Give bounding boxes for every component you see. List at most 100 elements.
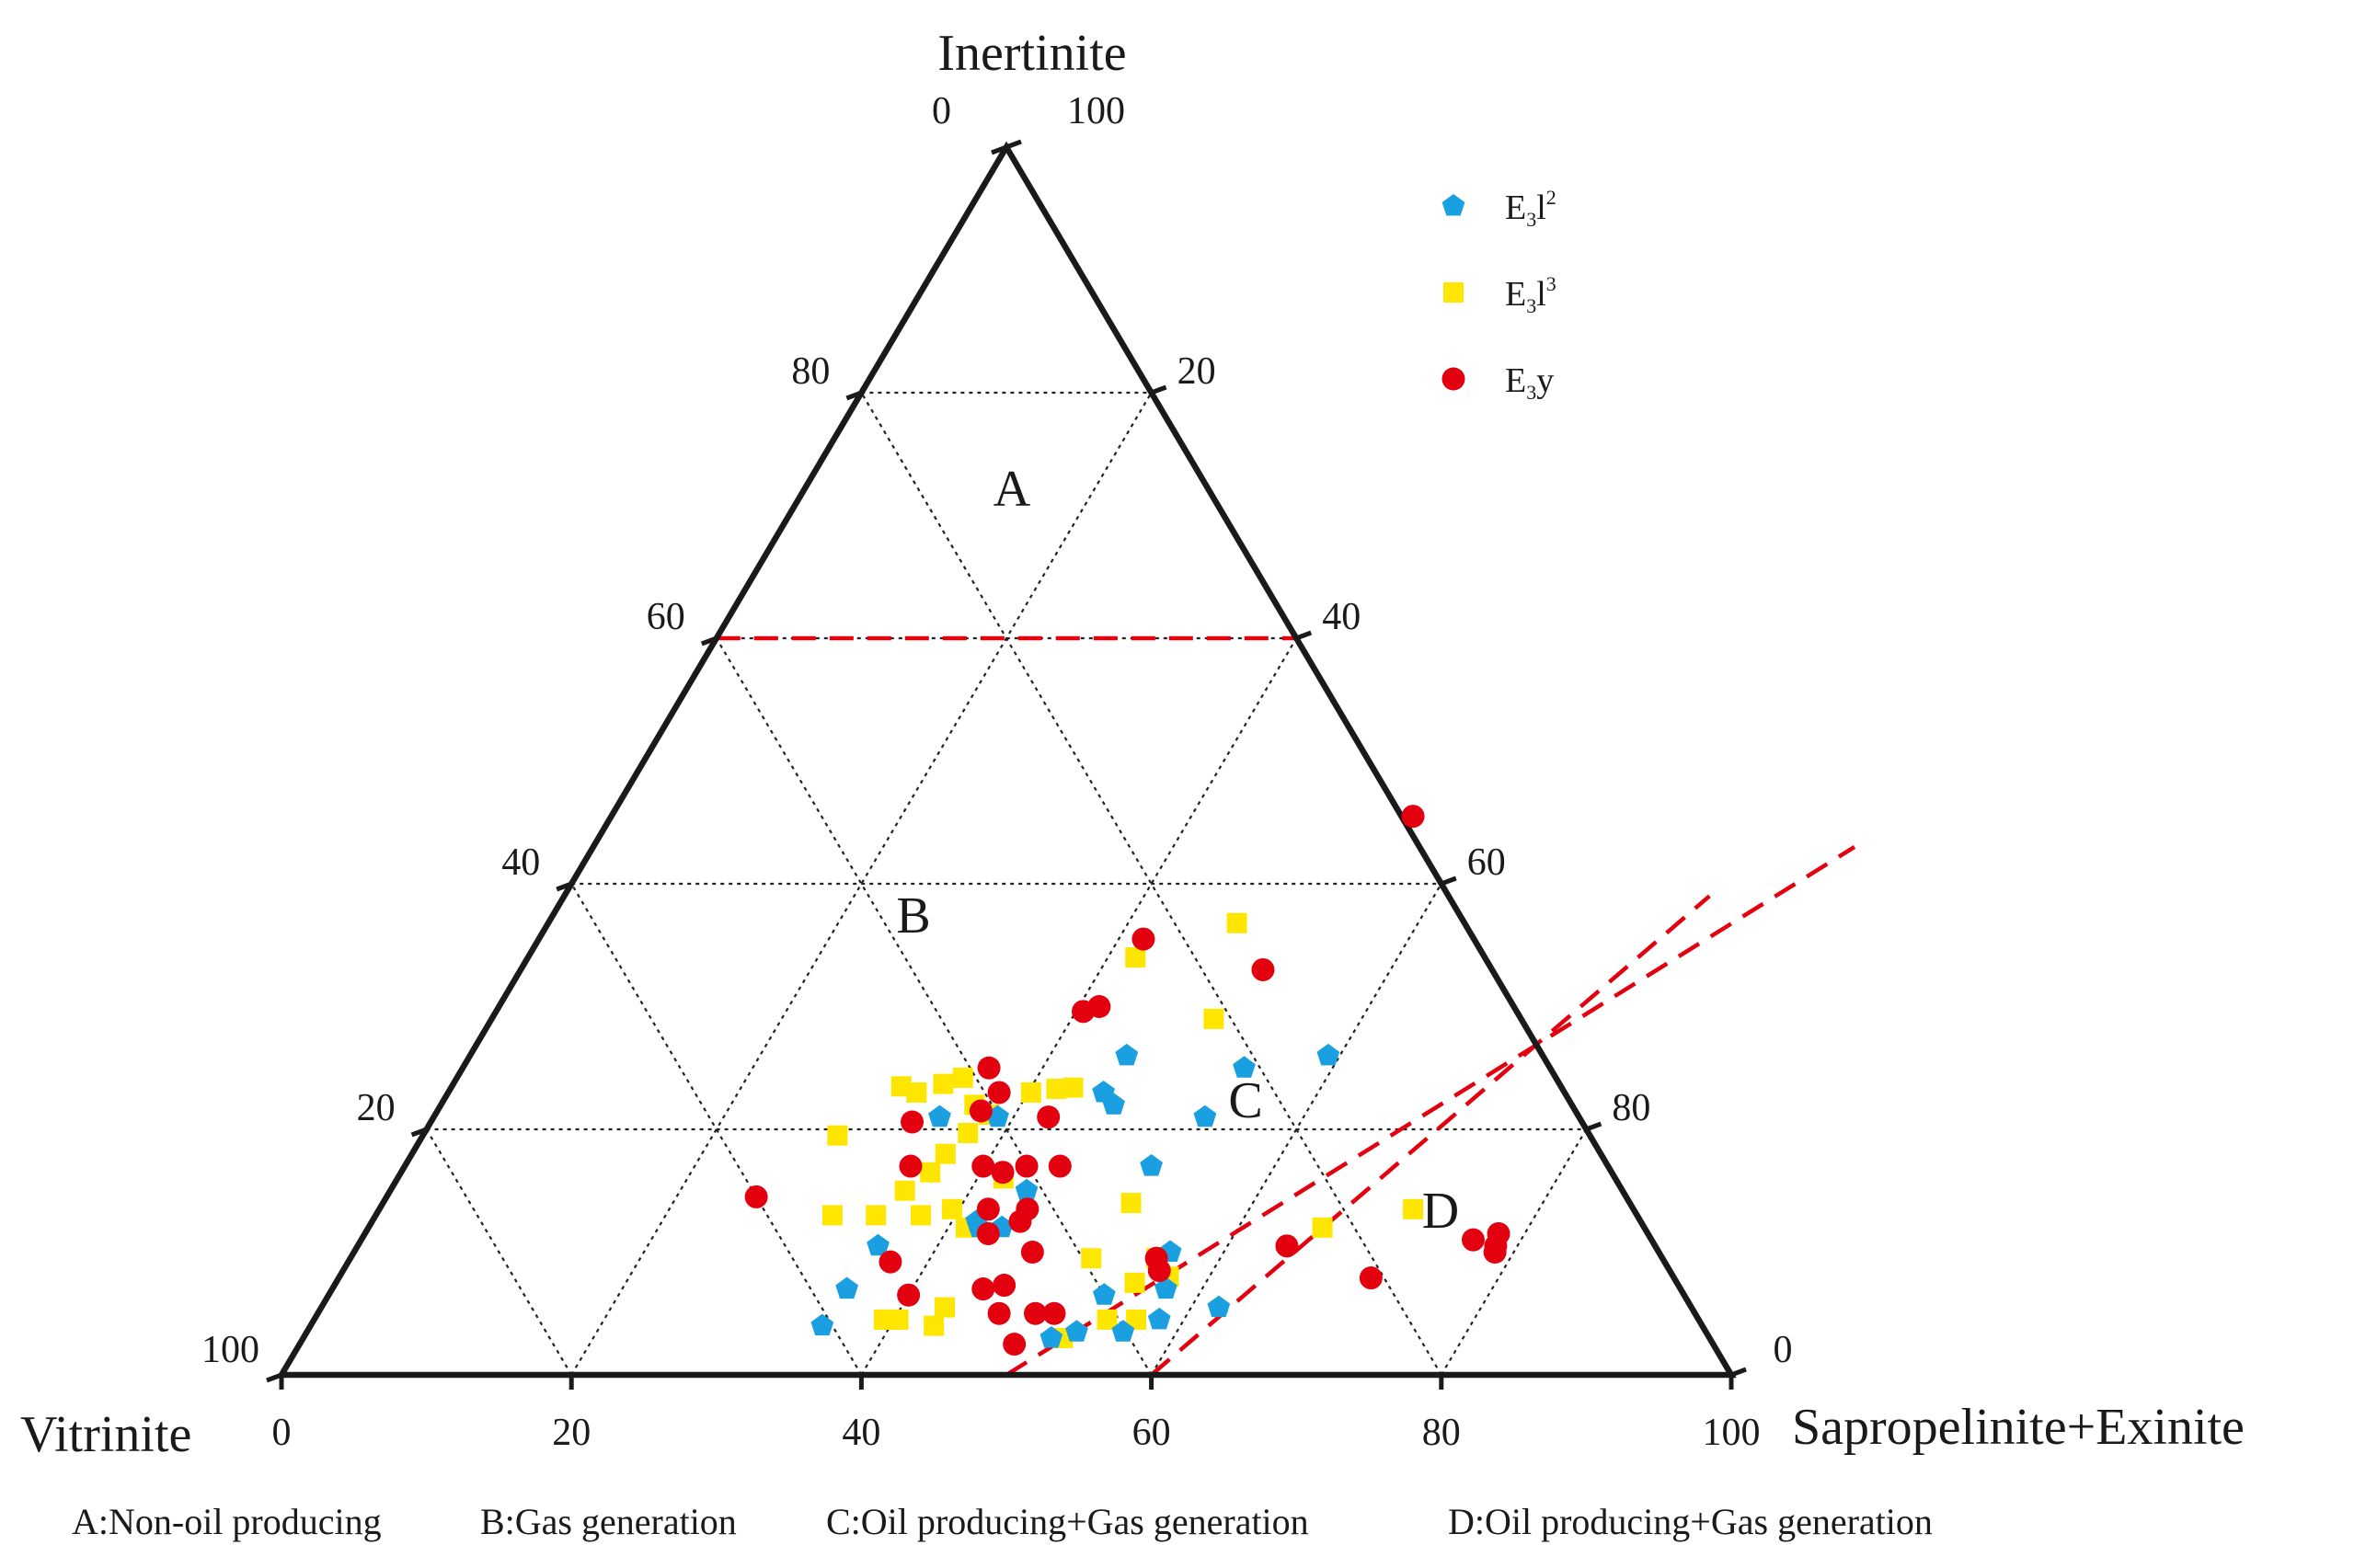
corner-label-top-inner: 0 <box>932 90 951 132</box>
data-point-e3l2-20 <box>1154 1276 1177 1299</box>
data-point-e3y-22 <box>971 1277 995 1301</box>
corner-label-right: 0 <box>1774 1329 1793 1371</box>
data-point-e3y-6 <box>987 1081 1011 1104</box>
tick-label-left-20: 20 <box>357 1087 396 1129</box>
data-point-e3y-25 <box>987 1301 1011 1325</box>
tick-label-bottom-40: 40 <box>842 1412 880 1454</box>
data-point-e3l3-14 <box>935 1143 956 1164</box>
data-point-e3y-8 <box>969 1099 993 1123</box>
data-point-e3l3-1 <box>1125 947 1146 968</box>
data-point-e3y-30 <box>1147 1259 1171 1283</box>
tick-label-right-60: 60 <box>1467 841 1506 884</box>
region-description-c: C:Oil producing+Gas generation <box>826 1501 1309 1542</box>
data-point-e3y-31 <box>1275 1234 1299 1258</box>
region-description-b: B:Gas generation <box>480 1501 737 1542</box>
grid-line-sapropelinite-80 <box>1440 1128 1588 1376</box>
region-label-b: B <box>896 887 930 944</box>
tick-label-bottom-80: 80 <box>1422 1412 1461 1454</box>
legend-marker-e3l2 <box>1441 194 1465 216</box>
data-point-e3l3-2 <box>1203 1008 1224 1029</box>
axis-title-inertinite: Inertinite <box>937 25 1126 82</box>
data-point-e3l2-13 <box>867 1233 890 1256</box>
data-point-e3l3-0 <box>1226 912 1247 933</box>
data-point-e3l3-18 <box>894 1180 915 1201</box>
data-point-e3l3-34 <box>935 1297 956 1318</box>
data-point-e3l3-27 <box>1124 1272 1145 1293</box>
data-point-e3l3-15 <box>920 1162 941 1183</box>
data-point-e3y-9 <box>1037 1105 1061 1129</box>
data-point-e3y-24 <box>897 1283 921 1307</box>
tick-label-bottom-0: 0 <box>272 1412 292 1454</box>
data-point-e3l3-23 <box>1120 1193 1142 1214</box>
tick-left-100 <box>991 144 1007 155</box>
data-point-e3l3-3 <box>890 1076 912 1097</box>
label-layer: 20 40 60 80 80 60 40 20 0 20 40 60 80 100 0 100 100 0 Iner… <box>20 25 2245 1542</box>
boundary-cd-boundary-1 <box>1005 845 1856 1377</box>
data-point-e3l3-28 <box>1097 1309 1118 1330</box>
data-point-e3y-11 <box>991 1161 1015 1185</box>
point-layer <box>744 805 1510 1356</box>
tick-right-0 <box>1730 1367 1747 1378</box>
tick-label-bottom-20: 20 <box>552 1412 591 1454</box>
data-point-e3l3-10 <box>1046 1078 1067 1099</box>
data-point-e3y-26 <box>1024 1301 1048 1325</box>
boundary-layer <box>716 635 1856 1377</box>
data-point-e3l3-17 <box>821 1205 843 1226</box>
data-point-e3y-10 <box>971 1154 995 1178</box>
data-point-e3l3-4 <box>906 1082 927 1103</box>
tick-left-60 <box>700 635 718 647</box>
data-point-e3l2-16 <box>1039 1326 1063 1348</box>
data-point-e3y-13 <box>1048 1154 1072 1178</box>
data-point-e3y-23 <box>993 1274 1016 1298</box>
grid-line-vitrinite-80 <box>425 1128 573 1376</box>
data-point-e3l2-23 <box>1207 1295 1231 1318</box>
grid-layer <box>425 391 1588 1376</box>
data-point-e3l2-2 <box>1193 1104 1217 1127</box>
data-point-e3y-32 <box>1359 1266 1383 1290</box>
corner-label-top-outer: 100 <box>1067 90 1125 132</box>
series-e3l2 <box>810 1043 1340 1348</box>
data-point-e3l3-13 <box>958 1123 979 1144</box>
data-point-e3l3-19 <box>866 1205 887 1226</box>
legend-label-e3y: E3y <box>1505 361 1554 404</box>
data-point-e3y-18 <box>1008 1209 1032 1233</box>
data-point-e3y-2 <box>1251 957 1275 981</box>
series-e3y <box>744 805 1510 1356</box>
data-point-e3l2-0 <box>928 1104 951 1127</box>
triangle-frame <box>276 141 1737 1379</box>
tick-label-bottom-60: 60 <box>1132 1412 1171 1454</box>
data-point-e3y-4 <box>1087 995 1111 1018</box>
region-label-d: D <box>1422 1183 1459 1240</box>
data-point-e3l3-6 <box>952 1067 973 1088</box>
data-point-e3l2-8 <box>1140 1154 1163 1176</box>
tick-left-20 <box>410 1127 428 1138</box>
data-point-e3y-36 <box>1483 1241 1507 1264</box>
region-description-a: A:Non-oil producing <box>72 1501 382 1542</box>
tick-layer <box>266 139 1747 1390</box>
data-point-e3l3-33 <box>924 1315 945 1336</box>
boundary-cd-boundary-2 <box>1150 894 1711 1377</box>
data-point-e3y-16 <box>976 1197 1000 1221</box>
legend-marker-e3y <box>1441 367 1465 391</box>
data-point-e3y-28 <box>1003 1333 1027 1356</box>
region-label-c: C <box>1228 1072 1262 1129</box>
tick-right-100 <box>1005 139 1022 150</box>
grid-line-sapropelinite-40 <box>860 637 1298 1376</box>
data-point-e3y-19 <box>976 1221 1000 1245</box>
data-point-e3y-0 <box>1401 805 1425 829</box>
data-point-e3l3-21 <box>941 1198 962 1219</box>
data-point-e3l2-7 <box>1316 1043 1340 1066</box>
tick-left-80 <box>845 390 863 401</box>
grid-line-sapropelinite-60 <box>1150 883 1442 1376</box>
data-point-e3l2-9 <box>1015 1178 1039 1201</box>
data-point-e3l2-15 <box>810 1313 834 1336</box>
grid-line-vitrinite-60 <box>570 883 863 1376</box>
tick-label-left-40: 40 <box>501 841 540 884</box>
legend-label-e3l3: E3l3 <box>1505 272 1556 317</box>
tick-label-left-80: 80 <box>791 350 830 393</box>
data-point-e3l2-6 <box>1233 1056 1256 1078</box>
tick-label-right-40: 40 <box>1322 596 1361 638</box>
tick-label-right-80: 80 <box>1612 1087 1650 1129</box>
legend-marker-e3l3 <box>1443 282 1464 303</box>
data-point-e3y-27 <box>1042 1301 1066 1325</box>
